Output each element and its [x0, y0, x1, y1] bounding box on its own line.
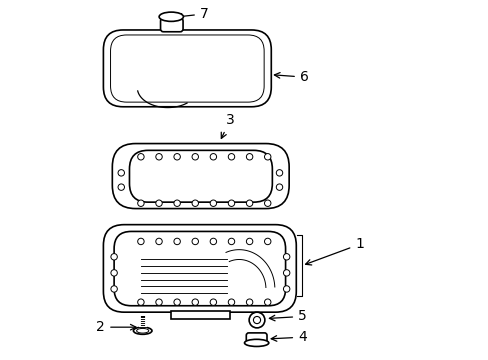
- Circle shape: [264, 299, 270, 305]
- Circle shape: [192, 154, 198, 160]
- FancyBboxPatch shape: [129, 150, 272, 202]
- Circle shape: [283, 253, 289, 260]
- Circle shape: [118, 184, 124, 190]
- FancyBboxPatch shape: [110, 35, 264, 102]
- Circle shape: [283, 270, 289, 276]
- Circle shape: [264, 200, 270, 206]
- Circle shape: [156, 154, 162, 160]
- Circle shape: [111, 270, 117, 276]
- Circle shape: [228, 238, 234, 245]
- Circle shape: [174, 154, 180, 160]
- Circle shape: [174, 238, 180, 245]
- Circle shape: [246, 154, 252, 160]
- Ellipse shape: [244, 339, 268, 346]
- FancyBboxPatch shape: [112, 144, 288, 208]
- Circle shape: [210, 299, 216, 305]
- Circle shape: [138, 299, 144, 305]
- Circle shape: [111, 286, 117, 292]
- Text: 2: 2: [96, 320, 136, 334]
- Circle shape: [228, 154, 234, 160]
- Circle shape: [246, 299, 252, 305]
- Circle shape: [264, 238, 270, 245]
- Ellipse shape: [136, 328, 148, 333]
- Ellipse shape: [159, 12, 183, 21]
- Circle shape: [283, 286, 289, 292]
- Circle shape: [156, 238, 162, 245]
- Circle shape: [138, 154, 144, 160]
- Text: 6: 6: [274, 70, 308, 84]
- Circle shape: [210, 238, 216, 245]
- Text: 4: 4: [271, 330, 306, 344]
- Circle shape: [156, 200, 162, 206]
- Circle shape: [276, 170, 282, 176]
- Circle shape: [246, 200, 252, 206]
- Circle shape: [246, 238, 252, 245]
- Circle shape: [228, 200, 234, 206]
- Text: 1: 1: [305, 237, 364, 265]
- FancyBboxPatch shape: [103, 30, 271, 107]
- Circle shape: [111, 253, 117, 260]
- FancyBboxPatch shape: [103, 225, 296, 312]
- FancyBboxPatch shape: [246, 333, 266, 343]
- Circle shape: [156, 299, 162, 305]
- Text: 7: 7: [176, 7, 208, 21]
- Circle shape: [192, 299, 198, 305]
- Circle shape: [210, 154, 216, 160]
- Circle shape: [248, 312, 264, 328]
- Text: 5: 5: [269, 310, 306, 323]
- Circle shape: [174, 200, 180, 206]
- Circle shape: [174, 299, 180, 305]
- Circle shape: [210, 200, 216, 206]
- Circle shape: [253, 316, 260, 324]
- FancyBboxPatch shape: [160, 18, 183, 32]
- Circle shape: [192, 200, 198, 206]
- Circle shape: [138, 200, 144, 206]
- Circle shape: [192, 238, 198, 245]
- Circle shape: [276, 184, 282, 190]
- Circle shape: [118, 170, 124, 176]
- Text: 3: 3: [221, 113, 234, 138]
- Circle shape: [138, 238, 144, 245]
- Ellipse shape: [133, 327, 152, 334]
- FancyBboxPatch shape: [114, 231, 285, 306]
- Circle shape: [264, 154, 270, 160]
- Polygon shape: [171, 311, 230, 319]
- Circle shape: [228, 299, 234, 305]
